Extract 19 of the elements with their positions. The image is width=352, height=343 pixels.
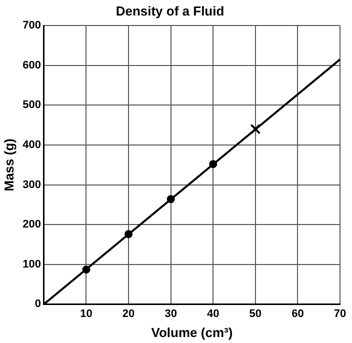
y-tick-label: 100 (22, 258, 41, 270)
x-tick-label: 10 (80, 308, 92, 320)
y-tick-label: 0 (34, 298, 41, 310)
point (250, 124, 261, 134)
y-tick-label: 400 (22, 139, 41, 152)
x-tick-label: 40 (207, 308, 220, 320)
y-tick-label: 200 (22, 218, 41, 231)
y-axis-title: Mass (g) (1, 138, 16, 192)
y-tick-label: 600 (22, 59, 41, 72)
x-tick-label: 30 (164, 308, 177, 320)
x-tick-label: 70 (334, 308, 346, 320)
y-tick-label: 300 (22, 178, 41, 191)
x-tick-label: 60 (292, 308, 304, 320)
chart-title: Density of a Fluid (116, 3, 224, 18)
y-tick-label: 500 (22, 99, 41, 112)
x-tick-label: 50 (249, 308, 262, 320)
x-axis-title: Volume (cm³) (151, 324, 233, 340)
y-tick-label: 700 (22, 20, 41, 32)
x-tick-label: 20 (122, 308, 135, 320)
